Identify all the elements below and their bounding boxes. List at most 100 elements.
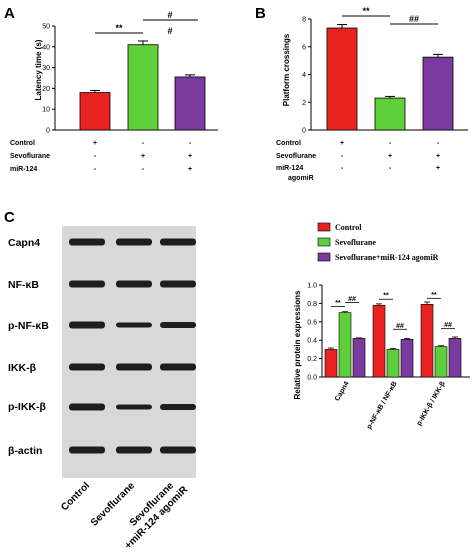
panel-letter-b: B bbox=[255, 5, 266, 22]
chart-b-ytick-label: 6 bbox=[302, 44, 306, 51]
chart-c-ytick-label: 0.2 bbox=[307, 356, 317, 363]
chart-c-sig-label-4: ** bbox=[431, 292, 437, 299]
blot-label-ikkb: IKK-β bbox=[8, 362, 37, 374]
blot-band-4-0 bbox=[69, 403, 105, 411]
blot-band-4-1 bbox=[116, 404, 152, 410]
chart-b-bar-0 bbox=[326, 27, 358, 131]
blot-band-1-2 bbox=[160, 280, 196, 288]
chart-c-bar-1-1 bbox=[386, 349, 400, 378]
cond-b-agomir: agomiR bbox=[288, 175, 314, 182]
blot-label-p-ikkb: p-IKK-β bbox=[8, 401, 46, 413]
blot-label-beta-actin: β-actin bbox=[8, 445, 42, 457]
chart-c-bar-1-0 bbox=[372, 304, 386, 378]
legend-swatch-sevoflurane bbox=[317, 237, 331, 247]
chart-b-ytick-label: 4 bbox=[302, 72, 306, 79]
chart-c-xtick-label-0: Capn4 bbox=[334, 380, 351, 402]
cond-b-sign-1-0: - bbox=[341, 153, 344, 160]
blot-label-p-nfkb: p-NF-κB bbox=[8, 320, 49, 332]
chart-a-ytick-label: 10 bbox=[42, 107, 50, 114]
blot-band-5-2 bbox=[160, 446, 196, 454]
blot-band-3-1 bbox=[116, 363, 152, 371]
blot-band-1-1 bbox=[116, 280, 152, 288]
legend-label-agomir: Sevoflurane+miR-124 agomiR bbox=[335, 253, 439, 262]
cond-a-sign-2-1: - bbox=[142, 166, 145, 173]
chart-c-sig-label-1: ## bbox=[348, 296, 356, 303]
cond-b-sign-2-0: - bbox=[341, 165, 344, 172]
chart-b-sig-label-0: ** bbox=[362, 6, 370, 16]
chart-c-bar-0-0 bbox=[324, 349, 338, 378]
cond-b-sign-0-2: - bbox=[437, 140, 440, 147]
chart-c-ytick-label: 0.8 bbox=[307, 301, 317, 308]
chart-a-bar-0 bbox=[79, 92, 111, 131]
cond-a-sign-2-2: + bbox=[188, 166, 192, 173]
cond-a-control: Control bbox=[10, 140, 35, 147]
cond-a-sign-0-0: + bbox=[93, 140, 97, 147]
chart-b-ytick-label: 0 bbox=[302, 128, 306, 135]
blot-band-5-0 bbox=[69, 446, 105, 454]
chart-c-sig-label-3: ## bbox=[396, 323, 404, 330]
chart-c-ytick-label: 1.0 bbox=[307, 283, 317, 290]
panel-letter-c: C bbox=[4, 209, 15, 226]
cond-a-sign-1-2: + bbox=[188, 153, 192, 160]
cond-a-sign-0-2: - bbox=[189, 140, 192, 147]
blot-band-1-0 bbox=[69, 280, 105, 288]
blot-band-0-2 bbox=[160, 238, 196, 246]
chart-b-ytick-label: 2 bbox=[302, 100, 306, 107]
chart-a-sig-label-1: # bbox=[167, 10, 172, 20]
chart-a-ytick-label: 50 bbox=[42, 24, 50, 31]
lane-label-control: Control bbox=[59, 480, 92, 513]
cond-a-sevoflurane: Sevoflurane bbox=[10, 153, 50, 160]
chart-c-bar-2-2 bbox=[448, 338, 462, 378]
blot-band-5-1 bbox=[116, 446, 152, 454]
chart-c-ytick-label: 0.0 bbox=[307, 375, 317, 382]
cond-b-sign-2-2: + bbox=[436, 165, 440, 172]
cond-b-mir124: miR-124 bbox=[276, 165, 303, 172]
chart-a-ytick-label: 40 bbox=[42, 44, 50, 51]
blot-band-2-1 bbox=[116, 322, 152, 328]
chart-a-ytick-label: 30 bbox=[42, 65, 50, 72]
legend-swatch-agomir bbox=[317, 252, 331, 262]
cond-a-sign-0-1: - bbox=[142, 140, 145, 147]
chart-c-bar-2-0 bbox=[420, 304, 434, 378]
cond-b-sign-1-1: + bbox=[388, 153, 392, 160]
chart-b-sig-label-1: ## bbox=[409, 14, 419, 24]
chart-c-sig-label-0: ** bbox=[335, 300, 341, 307]
chart-c-bar-1-2 bbox=[400, 338, 414, 378]
cond-b-sign-0-1: - bbox=[389, 140, 392, 147]
blot-band-2-2 bbox=[160, 322, 196, 328]
chart-c-xtick-label-2: p-IKK-β / IKK-β bbox=[416, 380, 447, 427]
chart-c-bar-2-1 bbox=[434, 346, 448, 378]
chart-a-sig-label-0: ** bbox=[115, 23, 123, 33]
cond-a-sign-1-0: - bbox=[94, 153, 97, 160]
chart-c-ylabel: Relative protein expressions bbox=[293, 290, 302, 399]
cond-b-sign-2-1: - bbox=[389, 165, 392, 172]
chart-a-sig-label-2: # bbox=[167, 26, 172, 36]
cond-b-sevoflurane: Sevoflurane bbox=[276, 153, 316, 160]
chart-c-ytick-label: 0.6 bbox=[307, 319, 317, 326]
cond-b-sign-0-0: + bbox=[340, 140, 344, 147]
chart-a-bar-1 bbox=[127, 44, 159, 131]
western-blot bbox=[62, 226, 196, 478]
blot-band-2-0 bbox=[69, 321, 105, 329]
blot-band-3-2 bbox=[160, 363, 196, 371]
chart-a-ytick-label: 20 bbox=[42, 86, 50, 93]
blot-band-0-1 bbox=[116, 238, 152, 246]
cond-a-mir124: miR-124 bbox=[10, 166, 37, 173]
legend-label-control: Control bbox=[335, 223, 362, 232]
chart-c-sig-label-5: ## bbox=[444, 322, 452, 329]
legend-swatch-control bbox=[317, 222, 331, 232]
blot-label-nfkb: NF-κB bbox=[8, 279, 39, 291]
chart-c-bar-0-2 bbox=[352, 338, 366, 378]
blot-band-0-0 bbox=[69, 238, 105, 246]
chart-c-xtick-label-1: p-NF-κB / NF-κB bbox=[366, 381, 399, 431]
blot-band-3-0 bbox=[69, 363, 105, 371]
chart-c-bar-0-1 bbox=[338, 312, 352, 378]
chart-b-ylabel: Platform crossings bbox=[282, 33, 291, 106]
chart-c-ytick-label: 0.4 bbox=[307, 338, 317, 345]
chart-a-bar-2 bbox=[174, 76, 206, 131]
legend-label-sevoflurane: Sevoflurane bbox=[335, 238, 376, 247]
cond-b-sign-1-2: + bbox=[436, 153, 440, 160]
cond-a-sign-2-0: - bbox=[94, 166, 97, 173]
chart-b-bar-2 bbox=[422, 56, 454, 131]
